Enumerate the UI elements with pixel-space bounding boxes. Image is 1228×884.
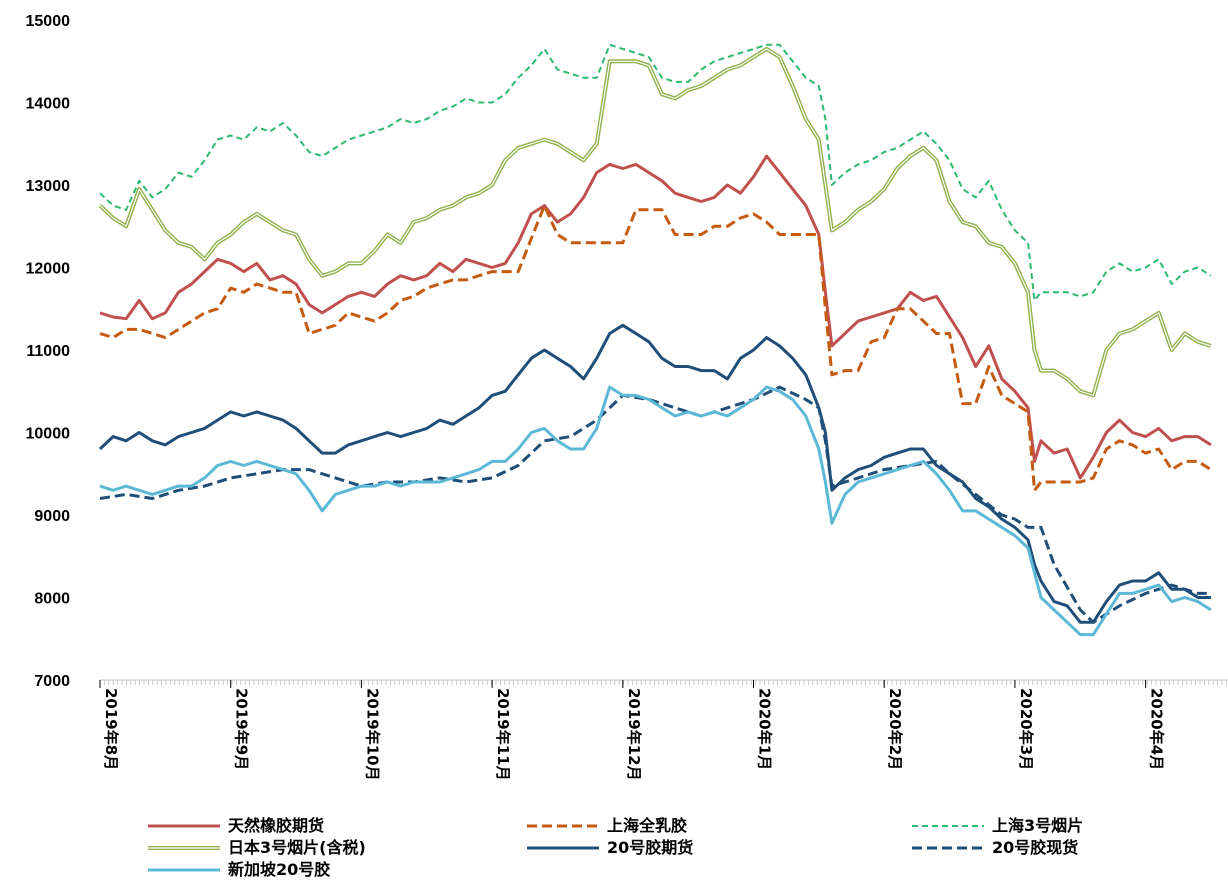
x-tick-label: 2019年12月 [625, 688, 643, 781]
legend-label: 日本3号烟片(含税) [228, 838, 366, 857]
x-tick-label: 2020年2月 [886, 688, 904, 770]
legend-item: 日本3号烟片(含税) [148, 838, 366, 857]
legend-label: 新加坡20号胶 [228, 860, 330, 879]
x-tick-label: 2019年8月 [102, 688, 120, 770]
legend-label: 上海3号烟片 [992, 816, 1083, 835]
y-tick-label: 12000 [26, 261, 71, 278]
x-tick-label: 2019年10月 [363, 688, 381, 781]
y-tick-label: 13000 [26, 178, 71, 195]
x-tick-label: 2019年11月 [494, 688, 512, 781]
legend-item: 20号胶期货 [527, 838, 693, 857]
y-tick-label: 7000 [34, 673, 70, 690]
y-tick-label: 15000 [26, 13, 71, 30]
x-tick-label: 2020年1月 [756, 688, 774, 770]
series-4-line [98, 323, 1211, 624]
y-axis: 15000 14000 13000 12000 11000 10000 9000 8000 70… [26, 13, 71, 690]
y-tick-label: 14000 [26, 96, 71, 113]
x-tick-label: 2020年3月 [1017, 688, 1035, 770]
legend-item: 上海3号烟片 [912, 816, 1083, 835]
series-3-line-inner [99, 48, 1212, 396]
x-axis: 2019年8月 2019年9月 2019年10月 2019年11月 2019年12月 20… [99, 679, 1228, 781]
legend-item: 上海全乳胶 [527, 816, 687, 835]
legend-label: 20号胶现货 [992, 838, 1078, 857]
series-0-line [99, 154, 1212, 480]
y-tick-label: 10000 [26, 426, 71, 443]
y-tick-label: 11000 [26, 343, 70, 360]
x-minor-ticks [99, 680, 1227, 685]
series-5-line [99, 385, 1211, 624]
series-layer [98, 43, 1212, 637]
series-6-line [99, 385, 1212, 637]
legend-label: 20号胶期货 [607, 838, 693, 857]
legend-item: 新加坡20号胶 [148, 860, 330, 879]
y-tick-label: 8000 [34, 591, 70, 608]
series-1-line [99, 204, 1212, 492]
legend-label: 天然橡胶期货 [228, 816, 324, 835]
x-tick-label: 2020年4月 [1148, 688, 1166, 770]
legend-item: 20号胶现货 [912, 838, 1078, 857]
series-3-line-outer [98, 46, 1212, 398]
legend-item: 天然橡胶期货 [148, 816, 324, 835]
legend-label: 上海全乳胶 [607, 816, 687, 835]
series-2-line [99, 43, 1212, 302]
y-tick-label: 9000 [34, 508, 70, 525]
x-tick-label: 2019年9月 [233, 688, 251, 770]
